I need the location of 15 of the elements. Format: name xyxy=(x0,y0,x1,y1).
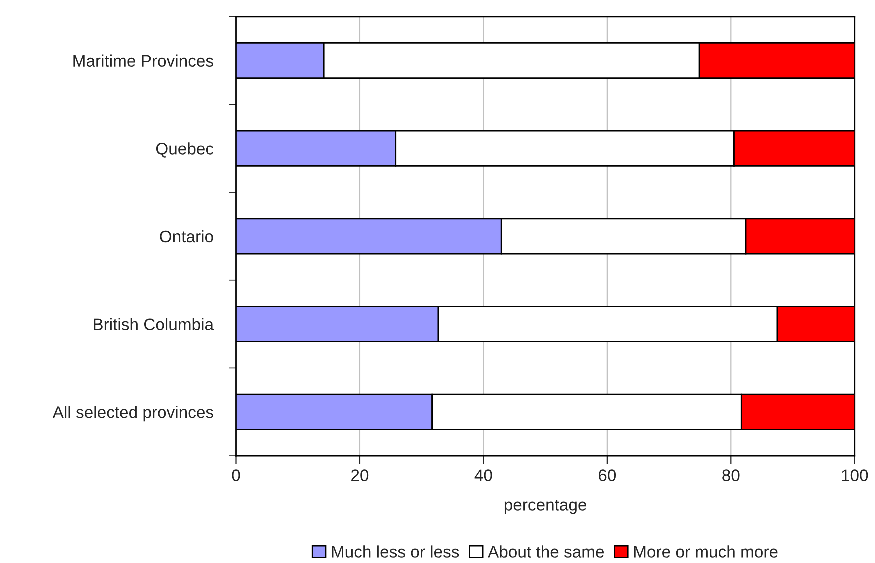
y-tick-label: Quebec xyxy=(156,142,214,158)
legend-label: Much less or less xyxy=(332,546,460,558)
x-tick-label: 0 xyxy=(232,470,240,482)
x-tick-label: 20 xyxy=(352,470,369,482)
legend-label: More or much more xyxy=(634,546,778,558)
x-tick-label: 60 xyxy=(599,470,616,482)
y-tick-label: Ontario xyxy=(160,230,214,243)
legend-label: About the same xyxy=(488,546,604,558)
x-axis-title: percentage xyxy=(504,500,587,514)
x-tick-label: 40 xyxy=(474,470,492,482)
y-tick-label: British Columbia xyxy=(94,318,214,330)
x-tick-label: 80 xyxy=(722,470,740,482)
x-tick-label: 100 xyxy=(842,470,868,482)
y-tick-label: Maritime Provinces xyxy=(74,54,214,68)
y-tick-label: All selected provinces xyxy=(52,406,214,422)
